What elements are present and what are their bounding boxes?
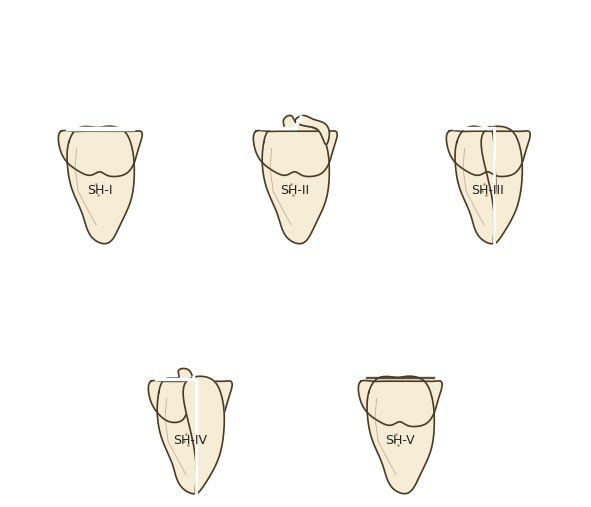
Text: SH-V: SH-V <box>385 433 415 447</box>
Polygon shape <box>148 380 195 422</box>
Polygon shape <box>254 130 337 176</box>
Polygon shape <box>446 130 530 176</box>
Polygon shape <box>295 116 329 144</box>
Polygon shape <box>67 126 134 244</box>
Polygon shape <box>262 116 329 244</box>
Polygon shape <box>59 130 142 176</box>
Text: SH-IV: SH-IV <box>173 433 207 447</box>
Text: SH-III: SH-III <box>472 184 504 197</box>
Polygon shape <box>191 380 232 426</box>
Polygon shape <box>455 126 496 244</box>
Polygon shape <box>157 369 198 494</box>
Polygon shape <box>183 376 225 494</box>
Polygon shape <box>481 126 522 244</box>
Polygon shape <box>367 376 434 494</box>
Polygon shape <box>358 380 442 426</box>
Text: SH-I: SH-I <box>87 184 113 197</box>
Text: SH-II: SH-II <box>281 184 310 197</box>
